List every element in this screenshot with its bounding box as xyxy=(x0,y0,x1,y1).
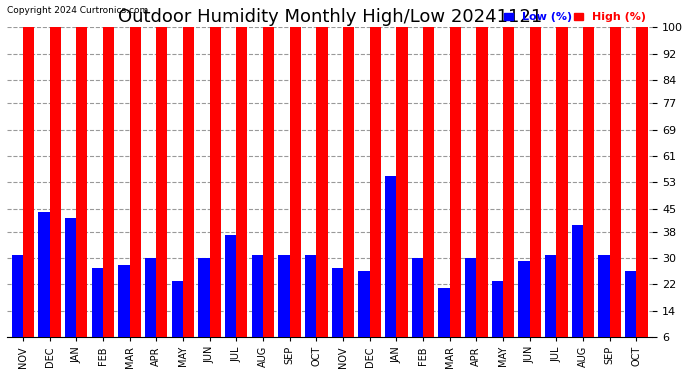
Bar xyxy=(625,271,636,357)
Bar xyxy=(636,27,647,357)
Bar xyxy=(476,27,488,357)
Bar xyxy=(183,27,194,357)
Bar xyxy=(130,27,141,357)
Bar xyxy=(358,271,370,357)
Bar xyxy=(492,281,503,357)
Bar xyxy=(370,27,381,357)
Bar xyxy=(263,27,274,357)
Bar xyxy=(332,268,343,357)
Bar xyxy=(172,281,183,357)
Bar xyxy=(343,27,354,357)
Bar xyxy=(12,255,23,357)
Bar xyxy=(423,27,434,357)
Bar xyxy=(39,212,50,357)
Bar xyxy=(556,27,568,357)
Title: Outdoor Humidity Monthly High/Low 20241121: Outdoor Humidity Monthly High/Low 202411… xyxy=(117,8,542,26)
Bar xyxy=(316,27,328,357)
Bar xyxy=(396,27,408,357)
Bar xyxy=(77,27,88,357)
Bar xyxy=(518,261,530,357)
Bar xyxy=(610,27,621,357)
Bar xyxy=(412,258,423,357)
Bar xyxy=(157,27,168,357)
Bar xyxy=(119,265,130,357)
Bar xyxy=(503,27,514,357)
Bar xyxy=(465,258,476,357)
Bar xyxy=(65,219,77,357)
Bar xyxy=(145,258,157,357)
Bar xyxy=(545,255,556,357)
Bar xyxy=(305,255,316,357)
Bar xyxy=(598,255,610,357)
Legend: Low (%), High (%): Low (%), High (%) xyxy=(502,11,647,24)
Bar xyxy=(583,27,594,357)
Bar xyxy=(92,268,103,357)
Bar xyxy=(210,27,221,357)
Bar xyxy=(199,258,210,357)
Bar xyxy=(23,27,34,357)
Text: Copyright 2024 Curtronics.com: Copyright 2024 Curtronics.com xyxy=(7,6,148,15)
Bar xyxy=(225,235,236,357)
Bar xyxy=(279,255,290,357)
Bar xyxy=(103,27,114,357)
Bar xyxy=(438,288,450,357)
Bar xyxy=(450,27,461,357)
Bar xyxy=(385,176,396,357)
Bar xyxy=(290,27,301,357)
Bar xyxy=(530,27,541,357)
Bar xyxy=(50,27,61,357)
Bar xyxy=(236,27,248,357)
Bar xyxy=(252,255,263,357)
Bar xyxy=(572,225,583,357)
